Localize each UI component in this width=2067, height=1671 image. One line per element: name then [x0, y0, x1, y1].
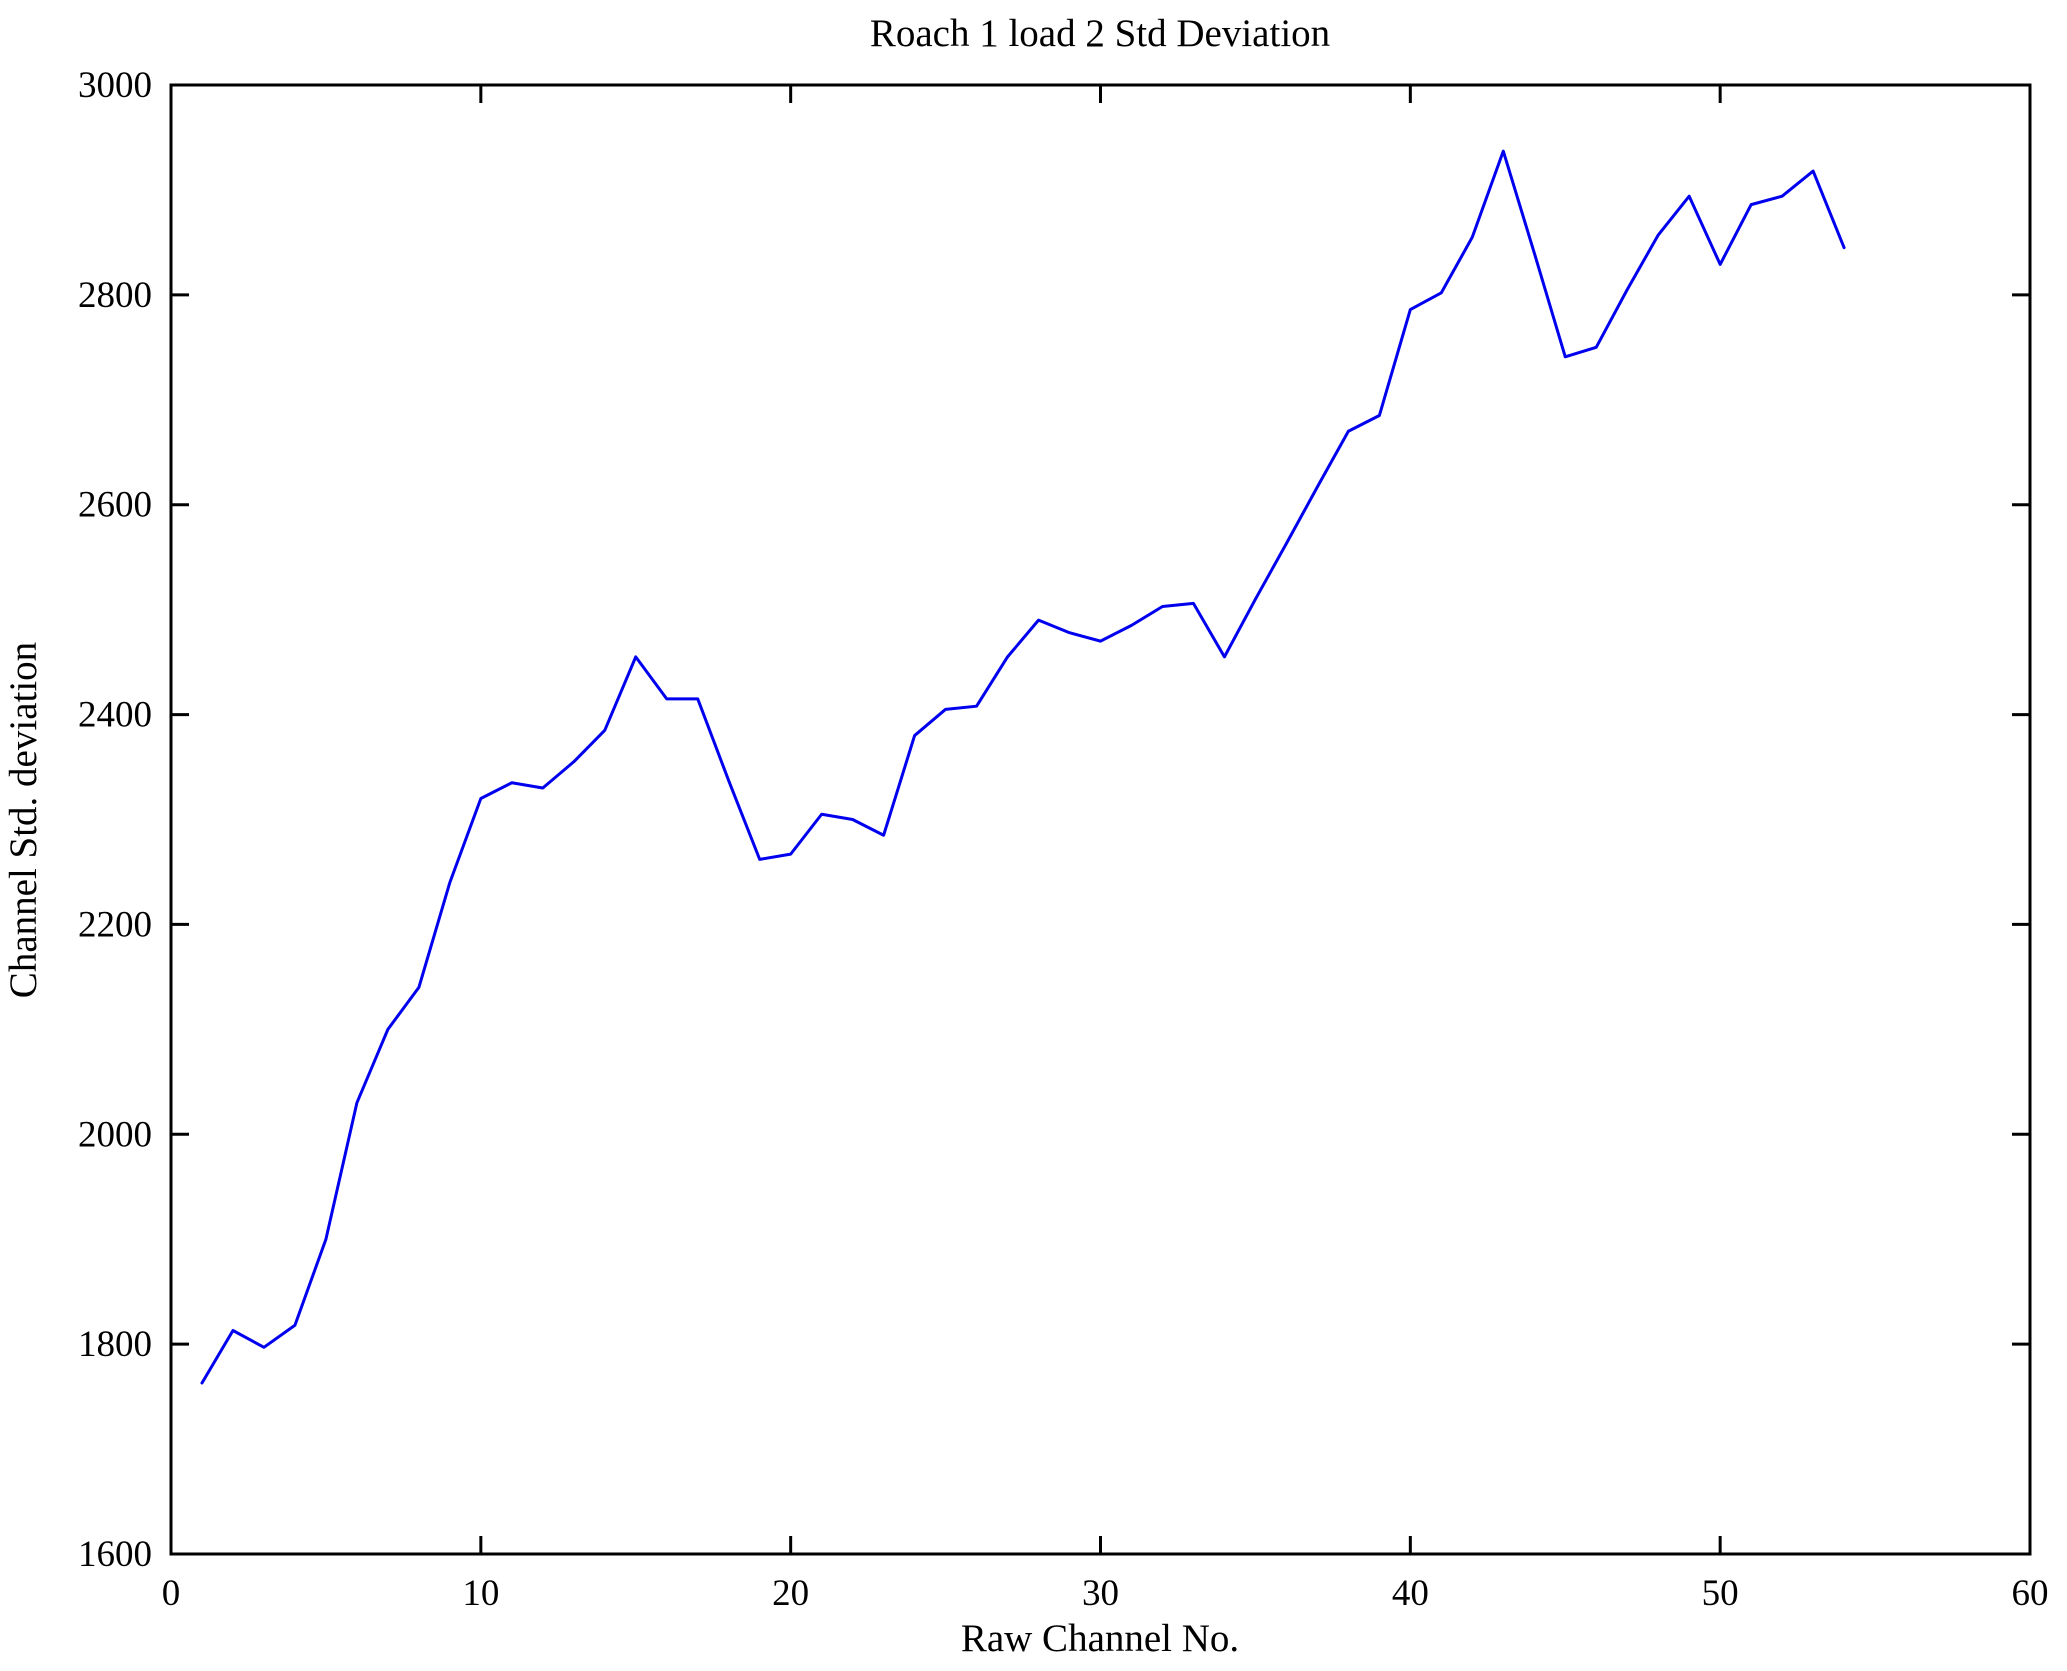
x-tick-label: 40: [1392, 1573, 1429, 1614]
y-tick-label: 2400: [78, 695, 152, 736]
axis-ticks: [171, 85, 2030, 1554]
series-line: [200, 149, 1846, 1385]
x-tick-label: 0: [162, 1573, 181, 1614]
x-tick-label: 10: [462, 1573, 499, 1614]
chart-title: Roach 1 load 2 Std Deviation: [870, 12, 1330, 55]
x-tick-label: 30: [1082, 1573, 1119, 1614]
y-tick-label: 1600: [78, 1534, 152, 1575]
y-axis-label: Channel Std. deviation: [2, 642, 45, 998]
y-tick-label: 2800: [78, 275, 152, 316]
x-tick-label: 20: [772, 1573, 809, 1614]
y-tick-label: 2600: [78, 485, 152, 526]
y-tick-label: 3000: [78, 65, 152, 106]
x-tick-label: 50: [1702, 1573, 1739, 1614]
y-tick-label: 2000: [78, 1114, 152, 1155]
plot-area: [169, 83, 2032, 1556]
y-tick-label: 1800: [78, 1324, 152, 1365]
x-tick-labels: 0 10 20 30 40 50 60: [162, 1573, 2049, 1614]
x-tick-label: 60: [2012, 1573, 2049, 1614]
x-axis-label: Raw Channel No.: [961, 1617, 1239, 1660]
y-tick-labels: 1600 1800 2000 2200 2400 2600 2800 3000: [78, 65, 152, 1575]
y-tick-label: 2200: [78, 904, 152, 945]
